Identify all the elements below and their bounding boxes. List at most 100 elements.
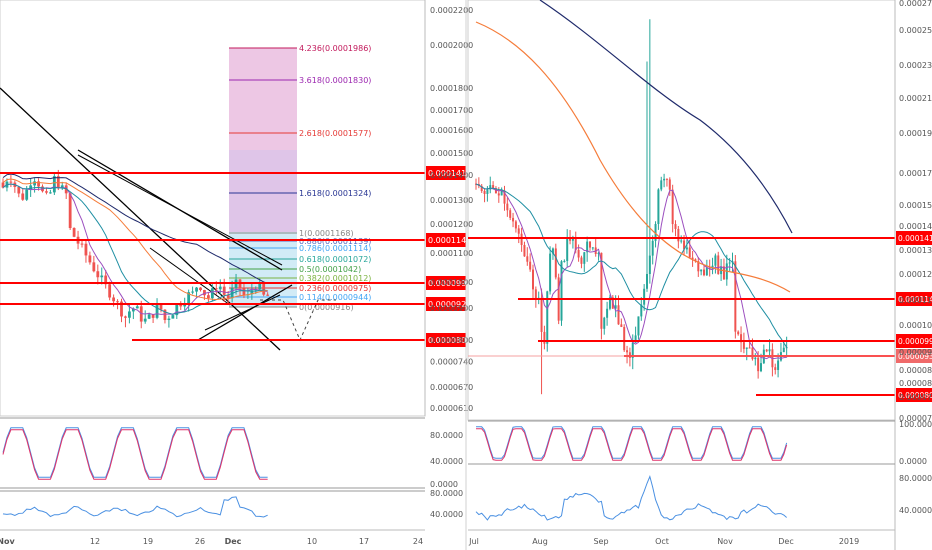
- left-y-tick-label: 0.0001300: [430, 196, 473, 205]
- left-price-axis[interactable]: 0.0002200 0.0002000 0.0001800 0.0001700 0.00…: [424, 0, 473, 416]
- right-stoch-oscillator: 100.0000 0.0000: [468, 420, 932, 466]
- left-y-tick-label: 0.0000740: [430, 358, 473, 367]
- left-ma-long: [2, 173, 268, 284]
- fib-level-label: 0.786(0.0001114): [299, 244, 371, 253]
- candle-body: [569, 238, 572, 241]
- vol-tick-label: 80.0000: [430, 489, 463, 498]
- vol-tick-label: 80.0000: [899, 474, 932, 483]
- candle-body: [646, 274, 648, 289]
- fib-zone-mid: [229, 150, 297, 232]
- left-y-tick-label: 0.0000670: [430, 383, 473, 392]
- right-y-tick-label: 0.0000890: [899, 366, 932, 375]
- candle-body: [489, 185, 492, 190]
- left-chart-panel[interactable]: 4.236(0.0001986) 3.618(0.0001830) 2.618(0.…: [0, 0, 473, 546]
- candle-body: [782, 347, 785, 353]
- fib-level-label: 3.618(0.0001830): [299, 76, 371, 85]
- candle-body: [250, 290, 254, 295]
- candle-body: [80, 243, 84, 245]
- fib-level-label: 1(0.0001168): [299, 229, 354, 238]
- candle-body: [517, 228, 520, 234]
- candle-body: [740, 334, 743, 343]
- fib-level-label: 0.5(0.0001042): [299, 265, 361, 274]
- right-chart-panel[interactable]: 0.00014100.00011490.00009970.00009390.00…: [467, 0, 932, 550]
- left-x-tick-label: 10: [307, 537, 317, 546]
- fib-level-label: 0(0.0000916): [299, 303, 354, 312]
- candle-body: [697, 261, 700, 272]
- stoch-k-line: [476, 426, 788, 459]
- candle-body: [777, 360, 780, 370]
- candle-body: [266, 294, 270, 296]
- candle-body: [33, 181, 36, 186]
- right-ma-medium: [475, 183, 788, 348]
- fib-level-label: 4.236(0.0001986): [299, 44, 371, 53]
- candle-body: [640, 304, 643, 317]
- price-label-text: 0.0001149: [428, 236, 471, 245]
- left-y-tick-label: 0.0001600: [430, 126, 473, 135]
- candle-body: [742, 342, 745, 349]
- candle-body: [583, 252, 586, 264]
- candle-body: [654, 224, 657, 241]
- candle-body: [203, 290, 206, 296]
- price-label-box: [896, 292, 932, 306]
- osc-tick-label: 0.0000: [430, 480, 458, 489]
- right-y-tick-label: 0.0000950: [899, 348, 932, 357]
- candle-body: [577, 249, 580, 258]
- candle-body: [509, 210, 512, 218]
- candle-body: [128, 311, 131, 318]
- candle-body: [685, 247, 688, 250]
- price-label-box: [426, 297, 466, 311]
- candle-body: [691, 257, 694, 260]
- candle-body: [660, 180, 663, 190]
- candle-body: [523, 244, 526, 257]
- right-x-tick-label: 2019: [839, 537, 859, 546]
- candle-body: [155, 304, 159, 318]
- candle-body: [199, 287, 202, 291]
- candle-body: [88, 255, 92, 263]
- right-y-tick-label: 0.0001700: [899, 169, 932, 178]
- right-x-tick-label: Sep: [593, 537, 608, 546]
- candle-body: [574, 238, 577, 250]
- left-support-levels: 0.00014100.00011490.00009970.00009210.00…: [0, 166, 471, 347]
- candle-body: [45, 191, 48, 193]
- candle-body: [503, 190, 506, 204]
- osc-tick-label: 0.0000: [899, 457, 927, 466]
- price-label-text: 0.0000808: [898, 391, 932, 400]
- left-y-tick-label: 0.0002000: [430, 41, 473, 50]
- right-y-tick-label: 0.0002300: [899, 61, 932, 70]
- candle-body: [657, 189, 660, 225]
- left-y-tick-label: 0.0000900: [430, 304, 473, 313]
- candle-body: [560, 261, 563, 321]
- trendline-long: [0, 87, 281, 351]
- fib-level-label: 0.382(0.0001012): [299, 274, 371, 283]
- right-x-tick-label: Aug: [532, 537, 548, 546]
- right-time-axis[interactable]: Jul Aug Sep Oct Nov Dec 2019: [468, 529, 895, 546]
- right-price-axis[interactable]: 0.0002700 0.0002500 0.0002300 0.0002100 0.00…: [894, 0, 932, 550]
- candle-body: [634, 335, 637, 343]
- price-label-box: [426, 276, 466, 290]
- candle-body: [143, 318, 147, 322]
- candle-body: [96, 271, 100, 278]
- right-y-tick-label: 0.0001450: [899, 222, 932, 231]
- candle-body: [757, 357, 760, 372]
- candle-body: [258, 283, 262, 290]
- candle-body: [540, 297, 543, 332]
- right-y-tick-label: 0.0000740: [899, 414, 932, 423]
- candle-body: [21, 193, 25, 200]
- fib-level-label: 0.114(0.0000944): [299, 293, 371, 302]
- candle-body: [700, 269, 703, 272]
- candle-body: [222, 286, 226, 295]
- left-stoch-oscillator: 80.0000 40.0000 0.0000: [0, 417, 463, 489]
- candle-body: [124, 316, 127, 318]
- right-y-tick-label: 0.0002700: [899, 0, 932, 8]
- candle-body: [492, 185, 495, 189]
- candle-body: [183, 303, 187, 307]
- candle-body: [534, 289, 537, 300]
- candle-body: [167, 318, 171, 321]
- trendline-mid: [149, 247, 231, 306]
- candle-body: [520, 233, 523, 245]
- left-time-axis[interactable]: Nov 12 19 26 Dec 10 17 24: [0, 529, 425, 546]
- osc-tick-label: 40.0000: [430, 457, 463, 466]
- candle-body: [37, 181, 40, 187]
- right-x-tick-label: Oct: [655, 537, 669, 546]
- stoch-d-line: [2, 429, 268, 480]
